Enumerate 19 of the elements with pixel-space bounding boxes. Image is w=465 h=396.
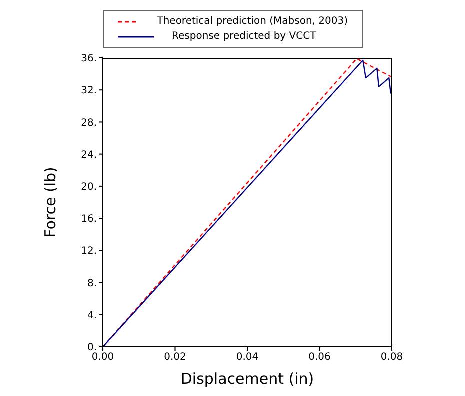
y-tick-label: 24. [81, 150, 97, 161]
y-tick-label: 12. [81, 246, 97, 258]
y-tick-label: 20. [81, 182, 97, 193]
y-tick-label: 0. [87, 342, 97, 354]
y-tick-label: 28. [81, 118, 97, 129]
x-tick-label: 0.06 [308, 352, 331, 364]
x-axis-title: Displacement (in) [180, 370, 314, 388]
y-tick-label: 8. [87, 278, 97, 290]
legend-label: Response predicted by VCCT [172, 31, 316, 42]
x-tick-label: 0.02 [164, 352, 186, 364]
legend-label: Theoretical prediction (Mabson, 2003) [157, 16, 348, 27]
y-tick-label: 4. [87, 310, 97, 322]
y-tick-label: 16. [81, 214, 97, 226]
x-tick-label: 0.08 [380, 352, 404, 364]
x-tick-label: 0.04 [236, 352, 259, 364]
x-tick-label: 0.00 [92, 352, 114, 364]
y-tick-label: 36. [81, 54, 97, 65]
y-axis-title: Force (lb) [41, 167, 60, 238]
y-tick-label: 32. [81, 86, 97, 97]
